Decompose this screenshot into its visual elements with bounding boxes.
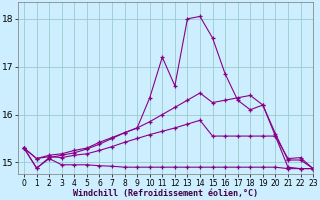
X-axis label: Windchill (Refroidissement éolien,°C): Windchill (Refroidissement éolien,°C) <box>73 189 258 198</box>
